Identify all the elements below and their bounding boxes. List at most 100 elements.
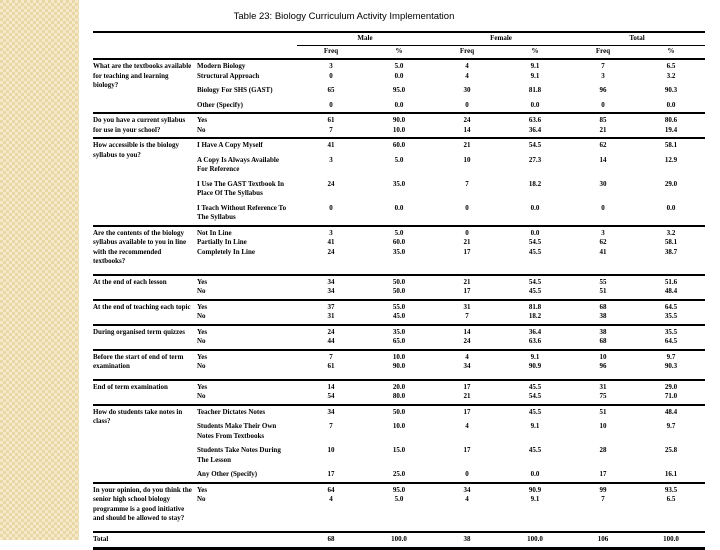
option-cell: No bbox=[197, 337, 297, 347]
question-cell: How do students take notes in class? bbox=[93, 408, 197, 480]
value-cell: 0 bbox=[433, 204, 501, 214]
value-cell: 7 bbox=[433, 180, 501, 190]
group-rows: I Have A Copy Myself 41 60.0 21 54.5 62 … bbox=[197, 141, 705, 223]
table-row: Any Other (Specify) 17 25.0 0 0.0 17 16.… bbox=[197, 470, 705, 480]
group-header-underline bbox=[297, 45, 705, 46]
value-cell: 63.6 bbox=[501, 337, 569, 347]
value-cell: 95.0 bbox=[365, 486, 433, 496]
table-row: Other (Specify) 0 0.0 0 0.0 0 0.0 bbox=[197, 101, 705, 111]
table-row: Students Take Notes During The Lesson 10… bbox=[197, 446, 705, 465]
value-cell: 17 bbox=[433, 287, 501, 297]
question-cell: In your opinion, do you think the senior… bbox=[93, 486, 197, 524]
table-row: Partially In Line 41 60.0 21 54.5 62 58.… bbox=[197, 238, 705, 248]
value-cell: 24 bbox=[297, 328, 365, 338]
value-cell: 81.8 bbox=[501, 303, 569, 313]
value-cell: 64.5 bbox=[637, 337, 705, 347]
value-cell: 0 bbox=[569, 101, 637, 111]
value-cell: 62 bbox=[569, 141, 637, 151]
question-cell: During organised term quizzes bbox=[93, 328, 197, 347]
table-row: No 4 5.0 4 9.1 7 6.5 bbox=[197, 495, 705, 505]
value-cell: 14 bbox=[433, 328, 501, 338]
value-cell: 7 bbox=[569, 495, 637, 505]
value-cell: 12.9 bbox=[637, 156, 705, 166]
value-cell: 4 bbox=[433, 72, 501, 82]
value-cell: 45.5 bbox=[501, 248, 569, 258]
value-cell: 0 bbox=[433, 470, 501, 480]
option-cell: No bbox=[197, 287, 297, 297]
question-group: At the end of teaching each topic Yes 37… bbox=[93, 301, 705, 326]
total-row: Total 68 100.0 38 100.0 106 100.0 bbox=[93, 533, 705, 550]
value-cell: 24 bbox=[297, 180, 365, 190]
option-cell: Students Make Their Own Notes From Textb… bbox=[197, 422, 297, 441]
group-rows: Yes 34 50.0 21 54.5 55 51.6 No 34 50.0 1… bbox=[197, 278, 705, 297]
option-cell: Other (Specify) bbox=[197, 101, 297, 111]
value-cell: 90.9 bbox=[501, 362, 569, 372]
decorative-side-strip bbox=[0, 0, 79, 540]
value-cell: 6.5 bbox=[637, 62, 705, 72]
value-cell: 10 bbox=[297, 446, 365, 456]
value-cell: 6.5 bbox=[637, 495, 705, 505]
value-cell: 4 bbox=[297, 495, 365, 505]
value-cell: 10 bbox=[569, 353, 637, 363]
option-cell: Partially In Line bbox=[197, 238, 297, 248]
question-cell: What are the textbooks available for tea… bbox=[93, 62, 197, 110]
value-cell: 61 bbox=[297, 116, 365, 126]
value-cell: 3 bbox=[569, 72, 637, 82]
value-cell: 0 bbox=[297, 204, 365, 214]
table-row: No 44 65.0 24 63.6 68 64.5 bbox=[197, 337, 705, 347]
value-cell: 31 bbox=[297, 312, 365, 322]
value-cell: 0 bbox=[297, 101, 365, 111]
option-cell: Yes bbox=[197, 353, 297, 363]
option-cell: I Have A Copy Myself bbox=[197, 141, 297, 151]
value-cell: 10.0 bbox=[365, 126, 433, 136]
table-row: Biology For SHS (GAST) 65 95.0 30 81.8 9… bbox=[197, 86, 705, 96]
group-rows: Yes 64 95.0 34 90.9 99 93.5 No 4 5.0 4 9… bbox=[197, 486, 705, 524]
value-cell: 3 bbox=[297, 229, 365, 239]
value-cell: 0.0 bbox=[365, 101, 433, 111]
group-rows: Teacher Dictates Notes 34 50.0 17 45.5 5… bbox=[197, 408, 705, 480]
value-cell: 0.0 bbox=[501, 229, 569, 239]
value-cell: 90.3 bbox=[637, 86, 705, 96]
value-cell: 0.0 bbox=[501, 470, 569, 480]
value-cell: 7 bbox=[297, 126, 365, 136]
option-cell: Yes bbox=[197, 303, 297, 313]
value-cell: 5.0 bbox=[365, 229, 433, 239]
option-cell: Yes bbox=[197, 328, 297, 338]
value-cell: 35.5 bbox=[637, 328, 705, 338]
value-cell: 24 bbox=[433, 337, 501, 347]
value-cell: 9.1 bbox=[501, 62, 569, 72]
value-cell: 0 bbox=[569, 204, 637, 214]
value-cell: 29.0 bbox=[637, 383, 705, 393]
value-cell: 41 bbox=[297, 238, 365, 248]
value-cell: 5.0 bbox=[365, 62, 433, 72]
value-cell: 21 bbox=[433, 238, 501, 248]
value-cell: 4 bbox=[433, 422, 501, 432]
value-cell: 21 bbox=[433, 392, 501, 402]
value-cell: 44 bbox=[297, 337, 365, 347]
value-cell: 21 bbox=[433, 278, 501, 288]
value-cell: 30 bbox=[433, 86, 501, 96]
table-row: No 61 90.0 34 90.9 96 90.3 bbox=[197, 362, 705, 372]
question-cell: End of term examination bbox=[93, 383, 197, 402]
value-cell: 60.0 bbox=[365, 238, 433, 248]
group-rows: Yes 61 90.0 24 63.6 85 80.6 No 7 10.0 14… bbox=[197, 116, 705, 135]
value-cell: 62 bbox=[569, 238, 637, 248]
value-cell: 60.0 bbox=[365, 141, 433, 151]
value-cell: 7 bbox=[297, 422, 365, 432]
table-row: Completely In Line 24 35.0 17 45.5 41 38… bbox=[197, 248, 705, 258]
subheader-pct-female: % bbox=[501, 47, 569, 57]
value-cell: 0.0 bbox=[637, 204, 705, 214]
table-title: Table 23: Biology Curriculum Activity Im… bbox=[93, 11, 595, 23]
value-cell: 65 bbox=[297, 86, 365, 96]
value-cell: 9.7 bbox=[637, 353, 705, 363]
value-cell: 71.0 bbox=[637, 392, 705, 402]
value-cell: 45.5 bbox=[501, 383, 569, 393]
value-cell: 0.0 bbox=[365, 204, 433, 214]
value-cell: 61 bbox=[297, 362, 365, 372]
option-cell: No bbox=[197, 312, 297, 322]
option-cell: Yes bbox=[197, 116, 297, 126]
value-cell: 34 bbox=[297, 408, 365, 418]
value-cell: 19.4 bbox=[637, 126, 705, 136]
option-cell: Students Take Notes During The Lesson bbox=[197, 446, 297, 465]
option-cell: Teacher Dictates Notes bbox=[197, 408, 297, 418]
